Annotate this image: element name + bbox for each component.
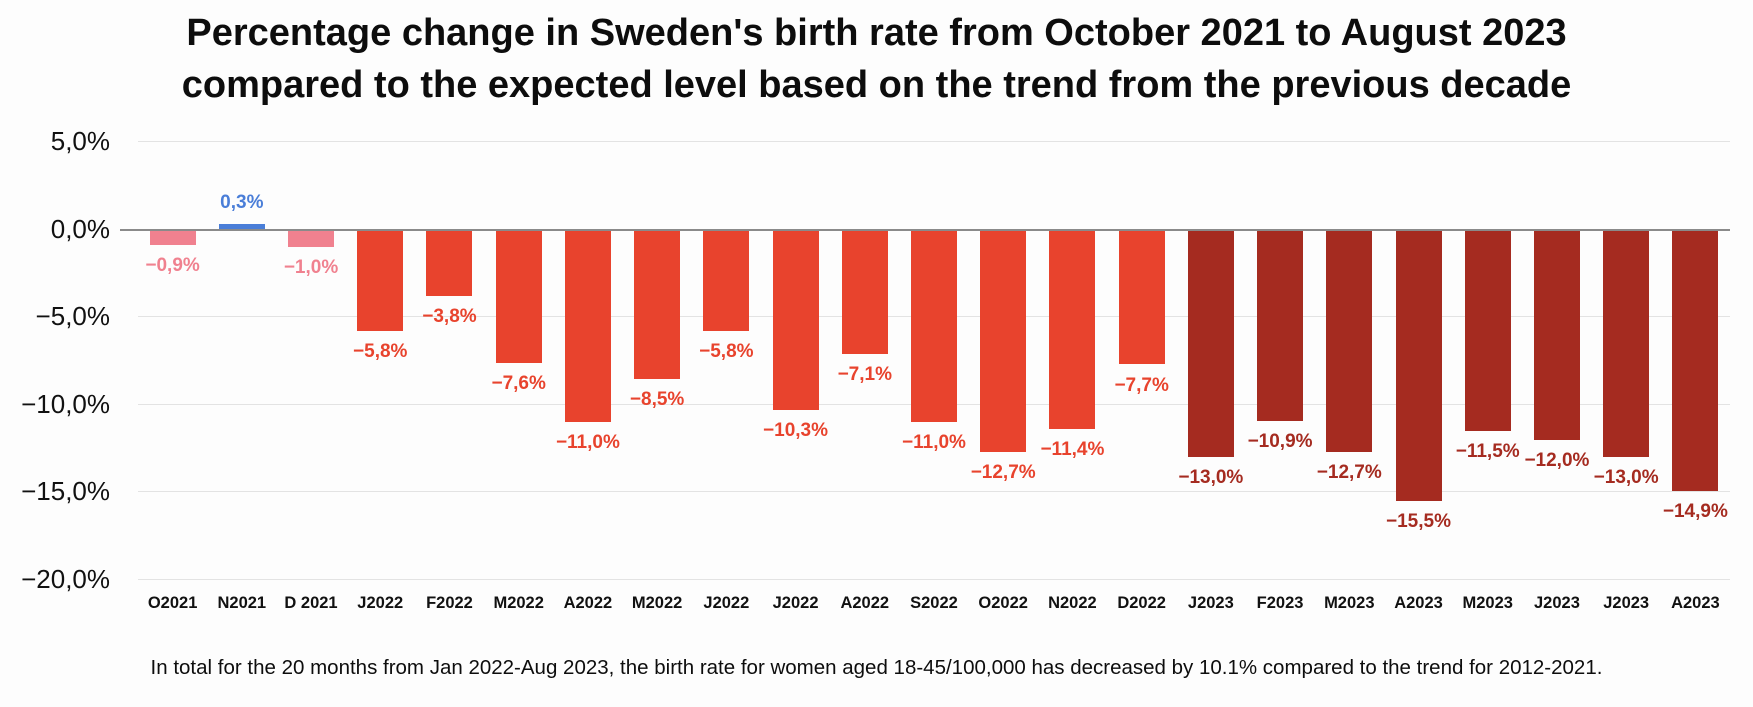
x-axis-label: F2023 bbox=[1256, 594, 1304, 612]
bar-value-label: −0,9% bbox=[145, 255, 200, 277]
y-axis-tick-label: 0,0% bbox=[50, 213, 110, 244]
bar bbox=[1464, 229, 1511, 432]
y-axis-tick-label: −20,0% bbox=[21, 564, 110, 594]
bar bbox=[149, 229, 196, 246]
bar-value-label: −12,7% bbox=[970, 462, 1036, 484]
bar-value-label: −7,1% bbox=[837, 363, 892, 385]
x-axis-label: J2022 bbox=[357, 594, 404, 612]
bar-value-label: −12,7% bbox=[1316, 462, 1382, 484]
bar bbox=[1672, 229, 1719, 491]
bar-value-label: −14,9% bbox=[1662, 500, 1728, 522]
bar-value-label: −11,0% bbox=[902, 432, 966, 454]
x-axis-label: D 2021 bbox=[284, 594, 338, 612]
bar-value-label: −7,7% bbox=[1114, 374, 1169, 396]
x-axis-label: A2023 bbox=[1394, 594, 1443, 612]
bar-value-label: −11,5% bbox=[1455, 441, 1520, 463]
bar-value-label: 0,3% bbox=[220, 192, 264, 214]
x-axis-label: M2023 bbox=[1462, 594, 1513, 612]
bar bbox=[703, 229, 750, 332]
x-axis-label: J2022 bbox=[772, 594, 819, 612]
bar-value-label: −15,5% bbox=[1386, 511, 1451, 533]
bar bbox=[1049, 229, 1096, 430]
bar bbox=[1395, 229, 1442, 502]
y-axis-tick-label: −10,0% bbox=[21, 388, 110, 419]
bar bbox=[288, 229, 335, 248]
bar-value-label: −13,0% bbox=[1178, 467, 1244, 489]
x-axis-label: N2022 bbox=[1048, 594, 1097, 612]
x-axis-label: M2022 bbox=[631, 594, 683, 612]
bar bbox=[1187, 229, 1234, 458]
bar bbox=[911, 229, 957, 423]
bar bbox=[1118, 229, 1165, 365]
bar-value-label: −11,4% bbox=[1040, 439, 1105, 461]
bar bbox=[1533, 229, 1580, 440]
x-axis-label: A2022 bbox=[840, 594, 890, 612]
bar bbox=[218, 224, 265, 230]
gridline bbox=[138, 141, 1730, 142]
bar bbox=[1326, 229, 1373, 453]
bar-value-label: −7,6% bbox=[491, 372, 546, 394]
x-axis-label: M2023 bbox=[1324, 594, 1375, 612]
bar-value-label: −5,8% bbox=[699, 341, 754, 363]
gridline bbox=[138, 491, 1730, 493]
x-axis-label: O2021 bbox=[147, 594, 198, 612]
bar-value-label: −5,8% bbox=[353, 341, 408, 363]
bar bbox=[426, 229, 473, 297]
bar bbox=[1603, 229, 1650, 458]
bar bbox=[564, 229, 611, 423]
zero-gridline bbox=[120, 228, 1730, 231]
bar-value-label: −8,5% bbox=[629, 388, 685, 410]
bar-value-label: −1,0% bbox=[283, 257, 339, 279]
bar bbox=[1257, 229, 1304, 421]
bar bbox=[495, 229, 542, 363]
x-axis-label: J2023 bbox=[1534, 594, 1580, 612]
x-axis-label: A2022 bbox=[563, 594, 613, 612]
chart-title-line-1: Percentage change in Sweden's birth rate… bbox=[186, 12, 1567, 54]
x-axis-label: J2023 bbox=[1187, 594, 1234, 612]
x-axis-label: M2022 bbox=[493, 594, 544, 612]
footer-note: In total for the 20 months from Jan 2022… bbox=[150, 656, 1603, 679]
bar bbox=[772, 229, 819, 411]
x-axis-label: D2022 bbox=[1117, 594, 1166, 612]
bar-value-label: −10,3% bbox=[763, 420, 829, 442]
gridline bbox=[138, 579, 1730, 580]
bar-value-label: −10,9% bbox=[1247, 430, 1313, 452]
bar bbox=[634, 229, 681, 379]
x-axis-label: S2022 bbox=[910, 594, 958, 612]
x-axis-label: J2022 bbox=[703, 594, 750, 612]
x-axis-label: J2023 bbox=[1603, 594, 1650, 612]
bar-value-label: −3,8% bbox=[422, 306, 477, 328]
bar-value-label: −11,0% bbox=[555, 432, 620, 454]
x-axis-label: F2022 bbox=[426, 594, 473, 612]
bar bbox=[980, 229, 1027, 453]
bar bbox=[357, 229, 404, 332]
x-axis-label: N2021 bbox=[217, 594, 267, 612]
y-axis-tick-label: −15,0% bbox=[21, 476, 110, 507]
y-axis-tick-label: −5,0% bbox=[35, 301, 110, 332]
bar-value-label: −12,0% bbox=[1524, 449, 1590, 471]
bar bbox=[841, 229, 888, 354]
x-axis-label: O2022 bbox=[978, 594, 1028, 612]
y-axis-tick-label: 5,0% bbox=[50, 126, 110, 156]
bar-value-label: −13,0% bbox=[1593, 467, 1659, 489]
chart-title-line-2: compared to the expected level based on … bbox=[181, 64, 1572, 106]
x-axis-label: A2023 bbox=[1671, 594, 1720, 612]
